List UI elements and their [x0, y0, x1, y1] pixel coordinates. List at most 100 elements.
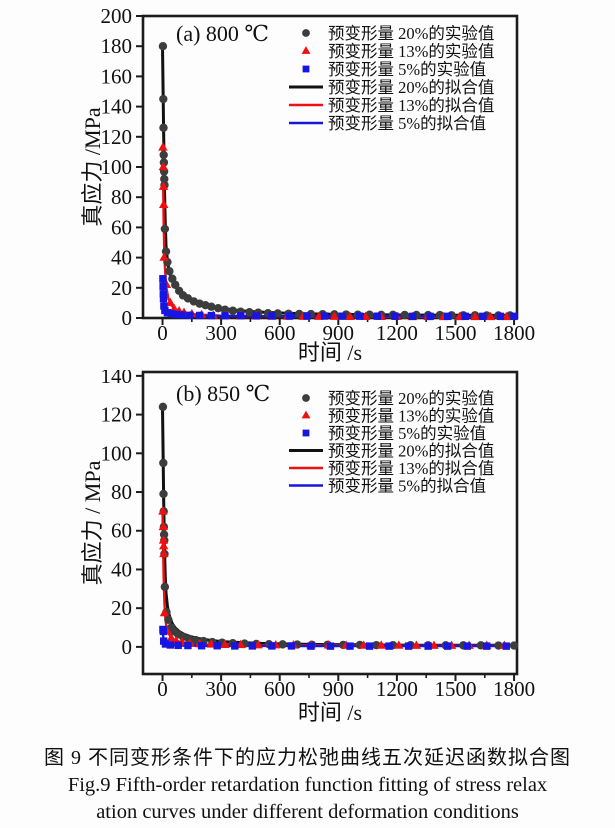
y-tick-label: 40 — [111, 246, 132, 270]
y-tick-label: 100 — [101, 441, 133, 465]
chart-850c: 0 20 40 60 80 100 120 140 0 300 600 900 1200 1500 1800… — [80, 370, 535, 725]
triangle-marker — [158, 521, 169, 531]
square-marker — [186, 311, 194, 319]
square-marker — [479, 312, 487, 321]
square-marker — [231, 642, 239, 650]
x-tick-label: 900 — [323, 321, 355, 345]
y-tick-label: 140 — [101, 370, 133, 388]
scatter-series — [159, 275, 518, 321]
x-tick-label: 1200 — [376, 677, 418, 701]
x-tick-label: 1800 — [493, 321, 535, 345]
circle-marker — [213, 303, 223, 313]
chart-800c: 0 20 40 60 80 100 120 140 160 180 200 0 300 600 900 120… — [80, 4, 535, 365]
y-tick-label: 80 — [111, 185, 132, 209]
legend-square-symbol — [302, 429, 310, 437]
square-marker — [424, 642, 432, 650]
x-tick-label: 600 — [264, 677, 296, 701]
y-axis-title: 真应力 / MPa — [80, 460, 105, 585]
square-marker — [178, 311, 186, 319]
circle-marker — [220, 305, 230, 314]
y-tick-label: 60 — [111, 519, 132, 543]
scatter-series — [158, 142, 511, 321]
square-marker — [443, 642, 452, 650]
y-tick-label: 20 — [111, 276, 132, 300]
square-marker — [426, 312, 434, 321]
circle-marker — [245, 308, 254, 317]
legend-label: 预变形量 5%的拟合值 — [328, 114, 486, 133]
square-marker — [184, 641, 192, 650]
square-marker — [365, 642, 374, 650]
triangle-marker — [220, 639, 230, 648]
figure-caption: 图 9 不同变形条件下的应力松弛曲线五次延迟函数拟合图 Fig.9 Fifth-… — [0, 744, 615, 826]
square-marker — [320, 312, 329, 320]
square-marker — [213, 642, 221, 650]
square-marker — [172, 310, 180, 319]
legend-triangle-symbol — [301, 46, 311, 54]
triangle-marker — [166, 632, 177, 642]
triangle-marker — [158, 535, 169, 544]
triangle-marker — [345, 311, 355, 320]
x-tick-label: 1500 — [434, 677, 476, 701]
circle-marker — [159, 123, 168, 132]
x-tick-label: 600 — [264, 321, 296, 345]
circle-marker — [164, 615, 173, 624]
triangle-marker — [165, 297, 176, 307]
square-marker — [268, 312, 276, 320]
legend-label: 预变形量 20%的拟合值 — [328, 442, 494, 461]
square-marker — [303, 312, 311, 320]
square-marker — [408, 312, 417, 321]
legend-triangle-symbol — [301, 410, 311, 419]
x-tick-label: 1200 — [376, 321, 418, 345]
caption-chinese: 图 9 不同变形条件下的应力松弛曲线五次延迟函数拟合图 — [44, 747, 571, 769]
square-marker — [346, 642, 354, 650]
fit-line-series — [161, 146, 518, 319]
circle-marker — [207, 302, 216, 311]
square-marker — [391, 312, 399, 320]
legend-label: 预变形量 5%的实验值 — [328, 424, 486, 443]
square-marker — [163, 309, 172, 317]
triangle-marker — [411, 640, 422, 649]
circle-marker — [400, 310, 409, 320]
square-marker — [461, 312, 469, 321]
chart-title: (b) 850 ℃ — [176, 381, 270, 406]
square-marker — [159, 275, 167, 283]
y-tick-label: 20 — [111, 596, 132, 620]
circle-marker — [160, 174, 169, 184]
x-tick-label: 1800 — [493, 677, 535, 701]
circle-marker — [273, 309, 282, 318]
square-marker — [502, 642, 510, 650]
circle-marker — [160, 582, 170, 592]
triangle-marker — [158, 161, 169, 171]
legend-label: 预变形量 20%的实验值 — [328, 24, 494, 43]
square-marker — [159, 627, 168, 636]
circle-marker — [278, 640, 287, 649]
square-marker — [404, 642, 413, 650]
triangle-marker — [158, 506, 168, 515]
square-marker — [326, 642, 335, 650]
y-tick-label: 180 — [101, 34, 133, 58]
triangle-marker — [329, 311, 340, 320]
x-tick-label: 0 — [157, 321, 168, 345]
square-marker — [160, 302, 168, 310]
y-tick-label: 200 — [101, 4, 133, 28]
square-marker — [287, 642, 296, 650]
triangle-marker — [376, 640, 386, 649]
square-marker — [221, 312, 229, 320]
square-marker — [483, 642, 491, 650]
x-tick-label: 300 — [205, 321, 237, 345]
square-marker — [463, 642, 471, 650]
caption-english-line1: Fig.9 Fifth-order retardation function f… — [67, 774, 548, 796]
legend-label: 预变形量 13%的拟合值 — [328, 96, 494, 115]
y-tick-label: 40 — [111, 557, 132, 581]
triangle-marker — [169, 303, 179, 313]
caption-english-line2: ation curves under different deformation… — [96, 801, 519, 823]
square-marker — [385, 642, 393, 650]
x-axis-title: 时间 /s — [298, 700, 362, 725]
x-axis-title: 时间 /s — [298, 340, 362, 365]
triangle-marker — [159, 199, 169, 208]
circle-marker — [159, 94, 168, 104]
square-marker — [166, 641, 175, 649]
square-marker — [174, 641, 182, 650]
legend-label: 预变形量 20%的实验值 — [328, 389, 494, 408]
circle-marker — [159, 489, 168, 499]
